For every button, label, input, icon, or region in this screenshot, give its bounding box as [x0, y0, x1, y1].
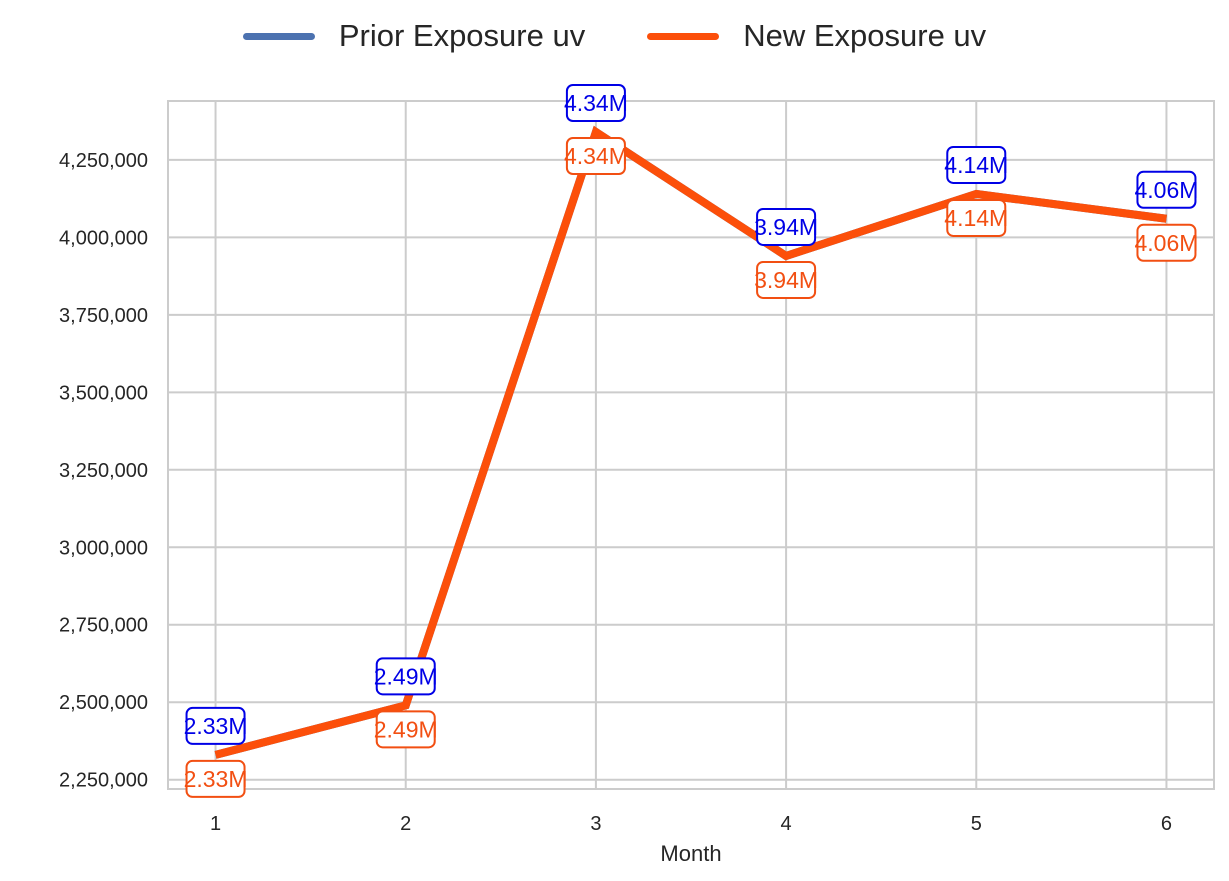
data-label-series0: 4.06M: [1134, 177, 1198, 203]
data-label-series1-box: [946, 198, 1007, 237]
data-label-series1: 2.49M: [374, 716, 438, 742]
series-line-1: [214, 125, 1167, 759]
data-label-series0: 3.94M: [754, 214, 818, 240]
data-label-series0-box: [185, 706, 246, 745]
x-tick-label: 1: [210, 813, 221, 835]
x-tick-label: 3: [590, 813, 601, 835]
data-label-series0-box: [756, 207, 817, 246]
plot-area: [167, 100, 1215, 790]
x-tick-label: 6: [1161, 813, 1172, 835]
data-label-series1: 4.34M: [564, 143, 628, 169]
data-label-series1-box: [185, 759, 246, 798]
y-tick-label: 2,500,000: [59, 692, 148, 714]
series-group: [214, 125, 1167, 759]
x-axis-ticks: 1 2 3 4 5 6: [210, 813, 1172, 835]
data-label-series0-box: [565, 83, 626, 122]
data-label-series0: 4.14M: [944, 152, 1008, 178]
data-label-series0-box: [946, 145, 1007, 184]
data-label-series1: 4.14M: [944, 205, 1008, 231]
legend-label-new: New Exposure uv: [743, 18, 987, 53]
data-label-series1: 2.33M: [184, 766, 248, 792]
legend: Prior Exposure uv New Exposure uv: [0, 18, 1229, 54]
data-label-series1: 3.94M: [754, 267, 818, 293]
x-axis-title: Month: [660, 841, 721, 866]
data-label-series1-box: [756, 260, 817, 299]
data-label-series0-box: [1136, 170, 1197, 209]
y-tick-label: 3,750,000: [59, 305, 148, 327]
data-label-series1-box: [565, 136, 626, 175]
y-tick-label: 2,750,000: [59, 615, 148, 637]
y-tick-label: 3,500,000: [59, 382, 148, 404]
x-tick-label: 2: [400, 813, 411, 835]
x-tick-label: 4: [781, 813, 792, 835]
data-label-series0: 2.33M: [184, 713, 248, 739]
data-label-series0-box: [375, 657, 436, 696]
y-tick-label: 3,000,000: [59, 537, 148, 559]
y-tick-label: 2,250,000: [59, 770, 148, 792]
y-tick-label: 3,250,000: [59, 460, 148, 482]
legend-label-prior: Prior Exposure uv: [338, 18, 586, 53]
legend-swatch-new: [647, 32, 720, 40]
data-label-series0: 2.49M: [374, 663, 438, 689]
data-label-series0: 4.34M: [564, 90, 628, 116]
y-tick-label: 4,250,000: [59, 150, 148, 172]
data-labels: 2.33M 2.49M 4.34M 3.94M 4.14M 4.06M 2.33M 2.49M…: [184, 83, 1198, 798]
y-tick-label: 4,000,000: [59, 227, 148, 249]
legend-swatch-prior: [242, 32, 315, 40]
data-label-series1: 4.06M: [1134, 230, 1198, 256]
legend-item-prior[interactable]: Prior Exposure uv: [242, 18, 586, 54]
y-axis-ticks: 2,250,000 2,500,000 2,750,000 3,000,000 3,25…: [59, 150, 148, 792]
data-label-series1-box: [375, 710, 436, 749]
data-label-series1-box: [1136, 223, 1197, 262]
legend-item-new[interactable]: New Exposure uv: [647, 18, 986, 54]
x-tick-label: 5: [971, 813, 982, 835]
